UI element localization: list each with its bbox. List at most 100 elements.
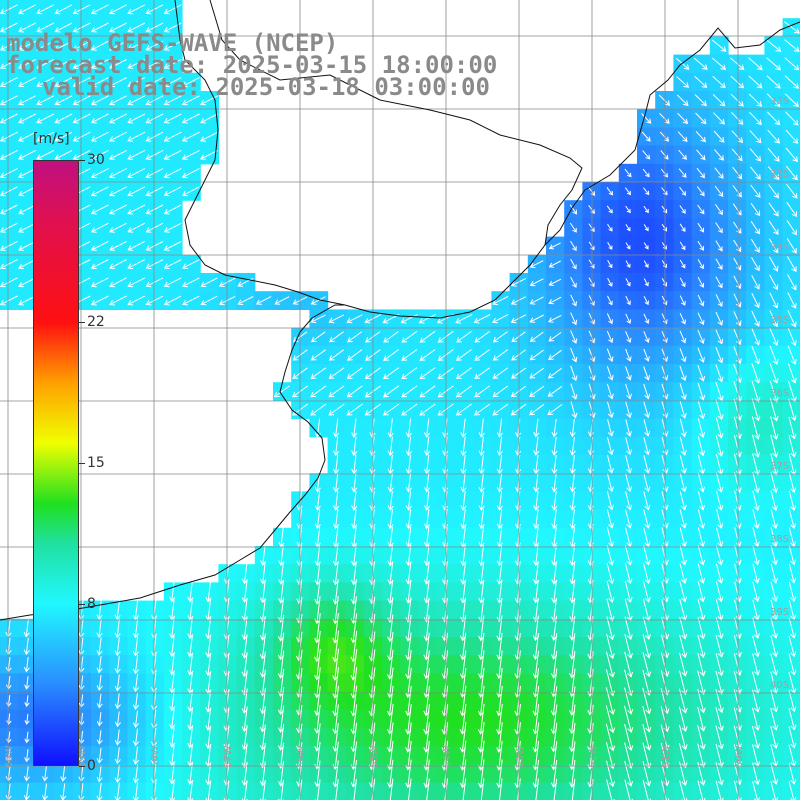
wind-arrow [752,617,760,640]
wind-arrow [96,600,103,621]
wind-arrow [492,349,508,361]
wind-arrow [24,676,30,690]
wind-arrow [715,276,723,289]
wind-arrow [0,222,18,233]
wind-arrow [788,490,797,511]
wind-arrow [748,57,763,71]
wind-arrow [383,349,399,361]
wind-arrow [569,204,578,215]
wind-arrow [72,113,91,124]
wind-arrow [642,616,651,641]
wind-arrow [769,345,779,365]
wind-arrow [569,454,576,475]
wind-arrow [18,277,36,288]
wind-arrow [90,259,109,270]
wind-arrow [749,111,762,126]
wind-arrow [382,403,400,416]
wind-arrow [697,527,706,548]
wind-arrow [259,780,267,800]
wind-arrow [715,294,723,308]
wind-arrow [625,224,631,232]
wind-arrow [643,331,650,343]
wind-arrow [18,204,36,215]
wind-arrow [679,277,686,288]
wind-arrow [492,331,508,343]
wind-arrow [606,509,615,529]
wind-arrow [770,689,779,713]
wind-arrow [90,40,109,51]
wind-arrow [642,150,651,160]
wind-arrow [606,545,615,566]
wind-arrow [405,436,412,457]
wind-arrow [570,312,578,326]
wind-arrow [423,509,431,530]
wind-arrow [18,131,36,142]
wind-arrow [492,385,509,398]
wind-arrow [90,240,109,251]
wind-arrow [241,780,248,800]
wind-arrow [625,509,633,529]
wind-arrow [328,385,345,398]
wind-arrow [678,168,687,178]
wind-arrow [787,327,797,347]
wind-arrow [423,418,431,438]
wind-arrow [715,381,724,402]
wind-arrow [752,563,760,584]
wind-arrow [114,674,121,692]
wind-arrow [310,331,326,343]
wind-arrow [547,385,563,397]
wind-arrow [625,205,631,214]
wind-arrow [606,563,615,585]
wind-arrow [770,453,779,476]
wind-arrow [767,147,780,162]
wind-arrow [132,746,139,765]
wind-arrow [496,490,503,511]
wind-arrow [145,277,164,288]
wind-arrow [127,295,146,306]
wind-arrow [132,599,139,621]
wind-arrow [36,40,55,51]
wind-arrow [625,527,633,548]
wind-arrow [182,277,200,288]
wind-arrow [478,454,485,475]
longitude-label: 52W [588,745,599,768]
colorbar-unit: [m/s] [33,131,70,147]
wind-arrow [127,204,146,215]
latitude-label: 32S [770,96,789,107]
wind-arrow [679,330,687,344]
wind-arrow [332,454,340,475]
wind-arrow [679,509,687,529]
wind-arrow [181,77,200,88]
wind-arrow [96,712,103,727]
wind-arrow [36,113,55,124]
wind-arrow [695,131,706,143]
wind-arrow [679,365,687,382]
wind-arrow [676,76,690,88]
wind-arrow [169,763,176,785]
wind-arrow [551,544,558,567]
valid-date: valid date: 2025-03-18 03:00:00 [42,73,490,101]
wind-arrow [455,349,472,361]
wind-arrow [569,491,576,511]
wind-arrow [547,367,562,379]
wind-arrow [588,295,595,307]
wind-arrow [788,599,797,621]
wind-arrow [0,149,18,160]
wind-arrow [679,616,688,640]
wind-arrow [474,385,490,398]
wind-arrow [169,672,176,694]
longitude-label: 57W [223,745,234,768]
wind-arrow [496,454,503,475]
wind-arrow [752,653,761,676]
wind-arrow [697,276,705,288]
wind-arrow [570,365,578,382]
wind-arrow [310,367,327,379]
wind-arrow [109,22,127,33]
wind-arrow [624,705,634,734]
wind-arrow [551,472,558,493]
wind-arrow [716,527,724,548]
wind-arrow [769,398,779,422]
wind-arrow [733,671,742,695]
wind-arrow [788,435,797,458]
wind-arrow [205,581,212,603]
